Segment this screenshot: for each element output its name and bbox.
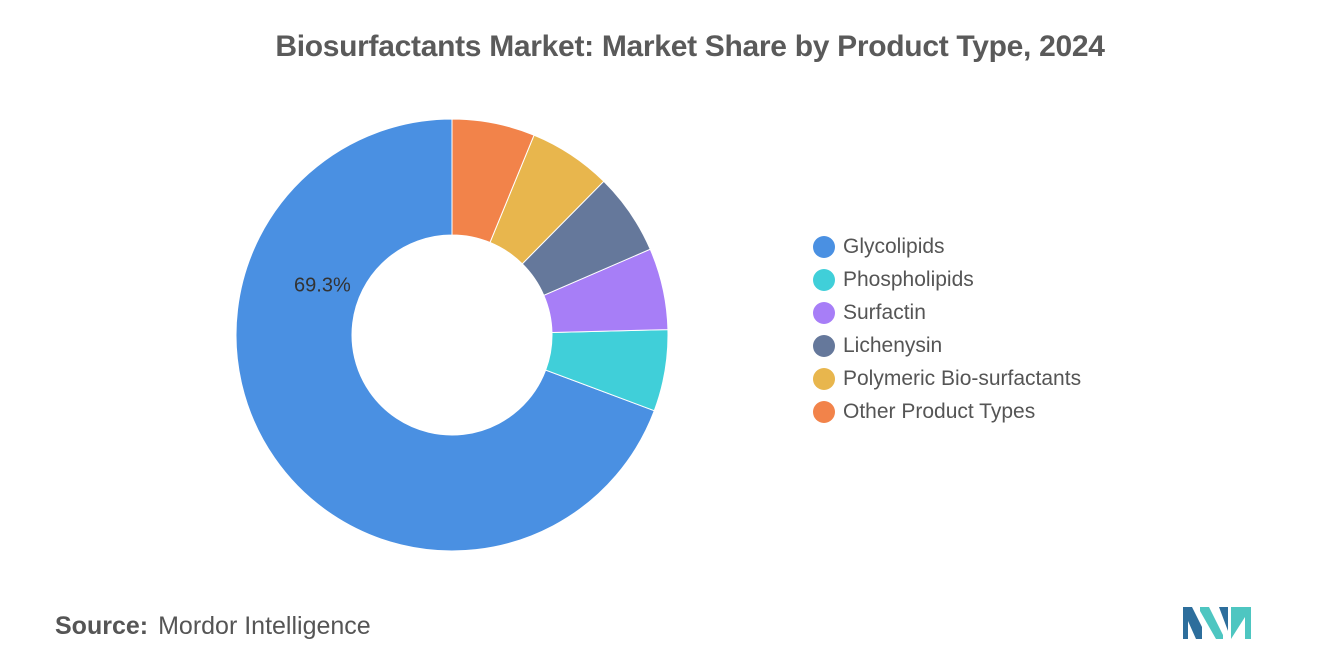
chart-legend: Glycolipids Phospholipids Surfactin Licheny… [813,230,1081,428]
legend-item: Other Product Types [813,395,1081,428]
legend-item: Polymeric Bio-surfactants [813,362,1081,395]
source-label: Source: [55,612,149,640]
data-label-glycolipids: 69.3% [294,275,351,297]
source-value: Mordor Intelligence [158,612,371,640]
slice-other-product-types [451,118,535,244]
legend-label: Polymeric Bio-surfactants [843,366,1082,390]
legend-swatch [813,400,835,423]
legend-item: Phospholipids [813,263,1081,296]
donut-slices [235,118,669,552]
donut-data-labels: 69.3% [294,275,351,297]
legend-item: Lichenysin [813,329,1081,362]
legend-swatch [813,235,835,258]
legend-swatch [813,268,835,291]
legend-swatch [813,301,835,324]
mordor-intelligence-logo-icon [1183,607,1251,639]
source-note: Source: Mordor Intelligence [55,612,371,641]
chart-title: Biosurfactants Market: Market Share by P… [275,30,1105,63]
slice-glycolipids [235,118,655,552]
legend-item: Surfactin [813,296,1081,329]
legend-label: Other Product Types [843,399,1036,423]
legend-label: Glycolipids [843,234,945,258]
legend-label: Phospholipids [843,267,974,291]
legend-swatch [813,367,835,390]
legend-swatch [813,334,835,357]
donut-chart: 69.3% [235,118,669,552]
legend-item: Glycolipids [813,230,1081,263]
legend-label: Lichenysin [843,333,943,357]
legend-label: Surfactin [843,300,926,324]
